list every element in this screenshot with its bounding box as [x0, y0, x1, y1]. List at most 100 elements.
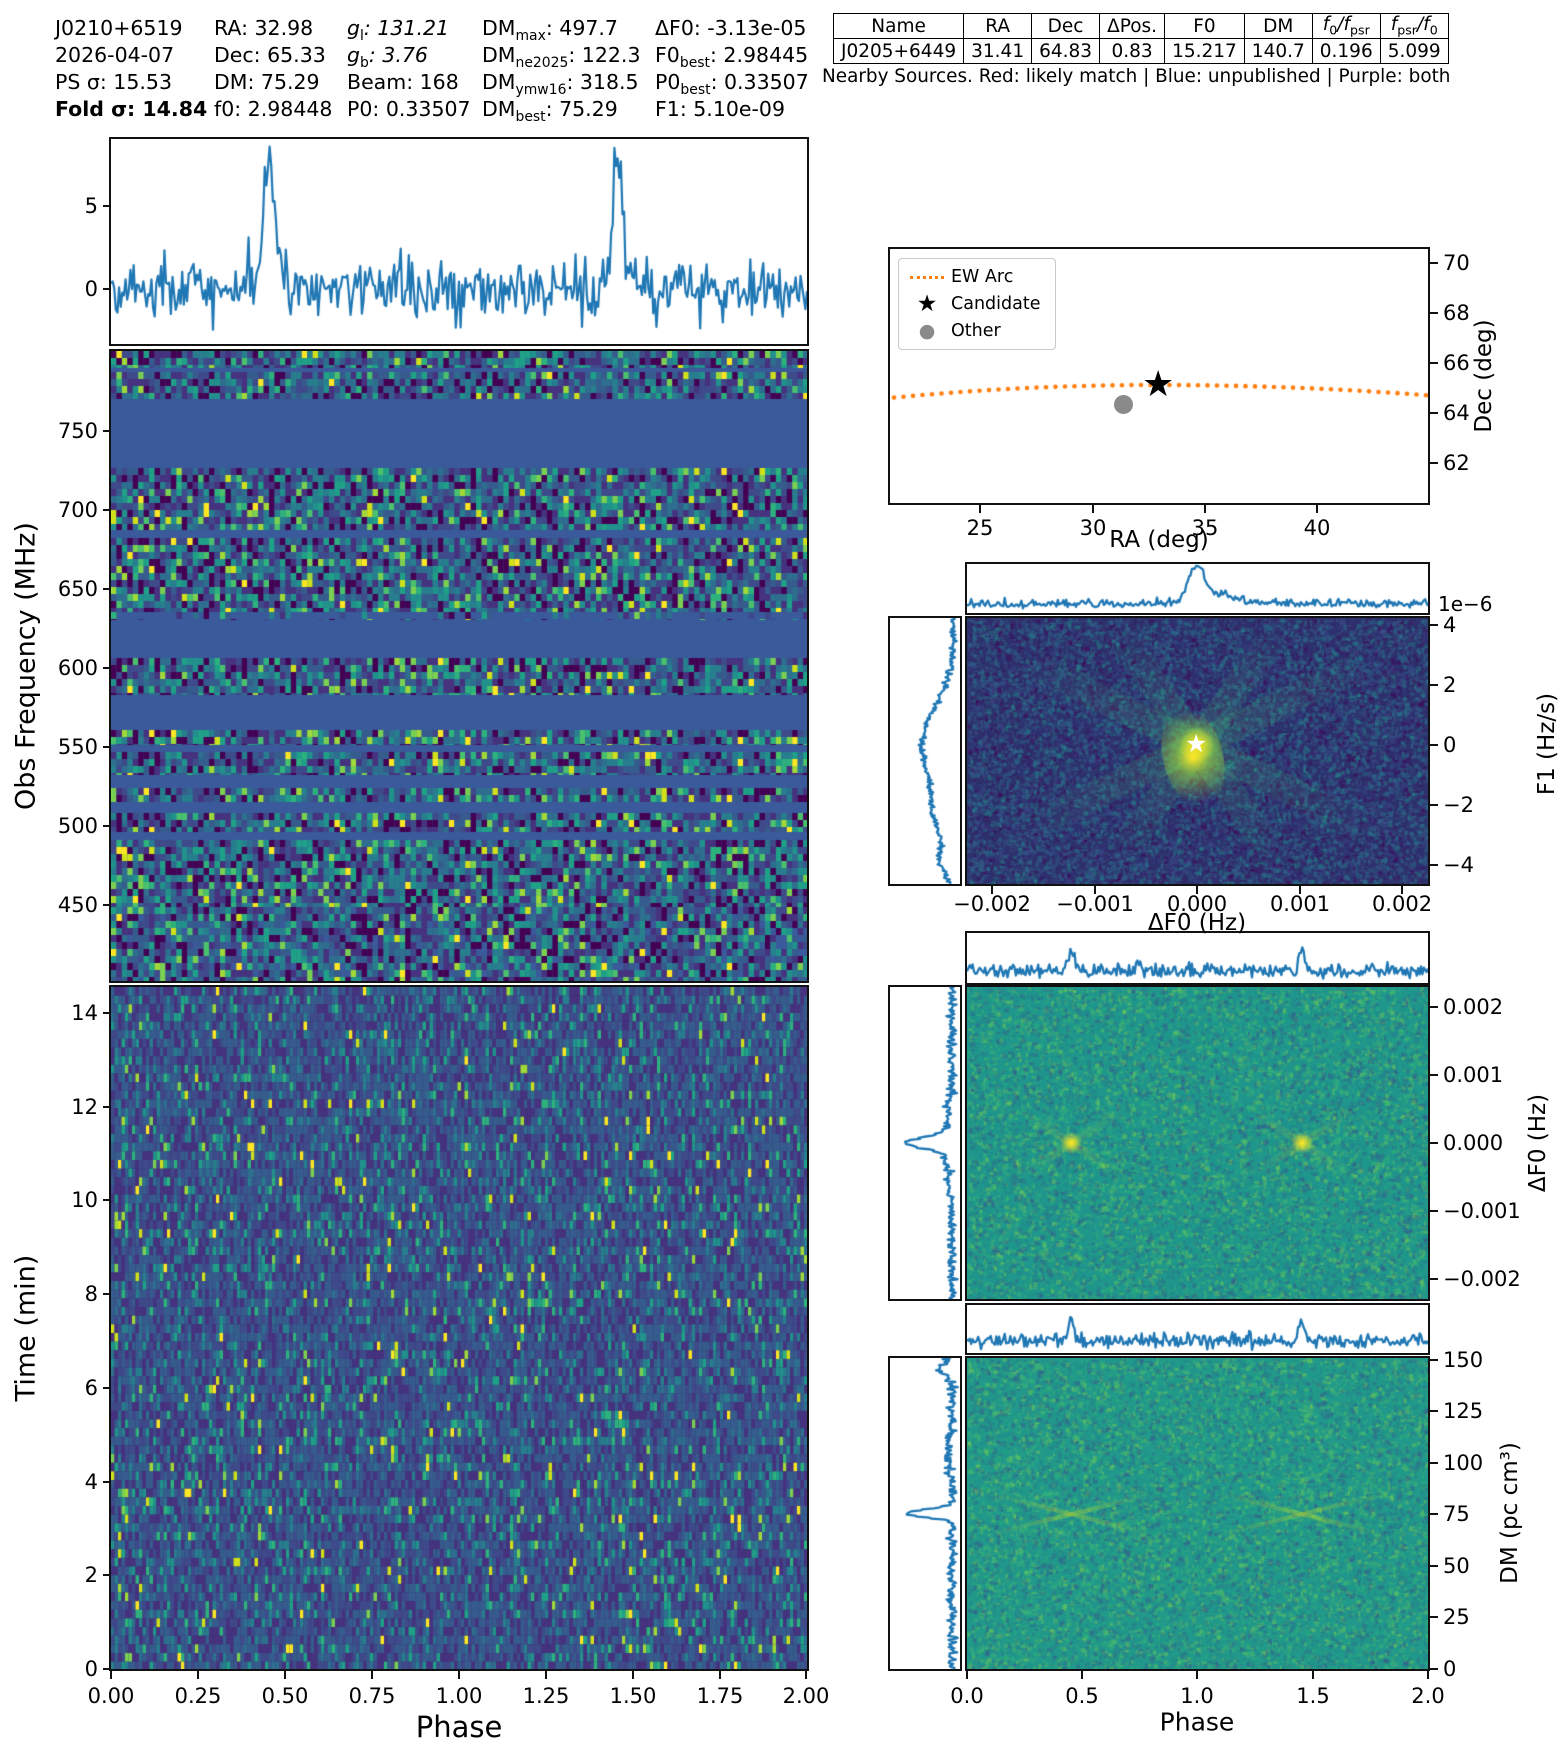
tick-label-dm: 25: [1443, 1605, 1470, 1629]
nearby-sources-caption: Nearby Sources. Red: likely match | Blue…: [822, 66, 1451, 87]
table-column-header: Dec: [1031, 13, 1101, 39]
tick-label-df0-x: 0.002: [1371, 892, 1433, 916]
ra-axis-title: RA (deg): [1109, 527, 1209, 553]
f1-df0-heatmap: [965, 616, 1430, 886]
tick-mark: [103, 825, 111, 828]
summary-field: P0: 0.33507: [347, 97, 471, 121]
tick-label-freq: 650: [57, 577, 98, 601]
tick-mark: [1196, 1671, 1199, 1679]
tick-label-df0-x: 0.001: [1269, 892, 1331, 916]
tick-mark: [103, 1012, 111, 1015]
tick-mark: [103, 288, 111, 291]
tick-mark: [103, 1106, 111, 1109]
table-column-header: ΔPos.: [1099, 13, 1166, 39]
tick-mark: [103, 430, 111, 433]
f1-marginal-profile: [888, 616, 962, 886]
summary-field: ΔF0: -3.13e-05: [655, 16, 807, 40]
tick-label-ra: 40: [1303, 516, 1331, 540]
summary-field: J0210+6519: [55, 16, 183, 40]
summary-field: gb: 3.76: [347, 43, 428, 72]
tick-mark: [1430, 1142, 1438, 1145]
tick-label-phase-right: 1.0: [1180, 1684, 1214, 1708]
tick-mark: [1430, 624, 1438, 627]
tick-label-dm: 125: [1443, 1399, 1484, 1423]
frequency-phase-waterfall: [109, 349, 809, 983]
tick-mark: [103, 667, 111, 670]
phase-profile-dm: [965, 1303, 1430, 1355]
legend-item: ● Other: [907, 318, 1001, 344]
tick-label-time: 6: [84, 1376, 98, 1400]
tick-mark: [1430, 1616, 1438, 1619]
tick-mark: [1401, 886, 1404, 894]
tick-label-phase-left: 1.25: [522, 1684, 570, 1708]
table-cell: 31.41: [963, 38, 1033, 64]
tick-label-dm: 50: [1443, 1554, 1470, 1578]
summary-field: P0best: 0.33507: [655, 70, 809, 99]
tick-label-f1: 2: [1443, 673, 1457, 697]
table-column-header: F0: [1164, 13, 1245, 39]
tick-mark: [1430, 1074, 1438, 1077]
summary-field: DMne2025: 122.3: [482, 43, 641, 72]
tick-label-freq: 750: [57, 419, 98, 443]
tick-mark: [1081, 1671, 1084, 1679]
tick-label-phase-left: 2.00: [782, 1684, 830, 1708]
summary-field: Fold σ: 14.84: [55, 97, 208, 121]
table-cell: J0205+6449: [832, 38, 965, 64]
tick-mark: [545, 1671, 548, 1679]
star-icon: ★: [916, 291, 938, 317]
tick-label-time: 2: [84, 1563, 98, 1587]
tick-mark: [103, 904, 111, 907]
table-cell: 0.196: [1311, 38, 1381, 64]
tick-label-df0-y: −0.001: [1443, 1199, 1521, 1223]
summary-field: f0: 2.98448: [214, 97, 333, 121]
tick-label-time: 4: [84, 1470, 98, 1494]
tick-mark: [103, 746, 111, 749]
tick-mark: [1430, 262, 1438, 265]
dm-side-profile: [888, 1356, 962, 1671]
tick-mark: [103, 1199, 111, 1202]
tick-mark: [103, 588, 111, 591]
tick-mark: [110, 1671, 113, 1679]
tick-mark: [1430, 1513, 1438, 1516]
tick-mark: [103, 509, 111, 512]
tick-mark: [1430, 1668, 1438, 1671]
tick-label-time: 8: [84, 1282, 98, 1306]
tick-label-phase-left: 1.50: [609, 1684, 657, 1708]
phase-axis-title-right: Phase: [1159, 1707, 1235, 1737]
summary-field: Beam: 168: [347, 70, 459, 94]
summary-field: DMmax: 497.7: [482, 16, 618, 45]
table-cell: 140.7: [1243, 38, 1313, 64]
tick-label-freq: 550: [57, 735, 98, 759]
tick-mark: [1430, 744, 1438, 747]
tick-label-ra: 35: [1191, 516, 1219, 540]
tick-label-dec: 64: [1443, 401, 1470, 425]
time-phase-waterfall: [109, 985, 809, 1671]
tick-label-freq: 700: [57, 498, 98, 522]
tick-label-dec: 70: [1443, 251, 1470, 275]
tick-mark: [1196, 886, 1199, 894]
tick-mark: [979, 505, 982, 513]
table-row: J0205+6449 31.41 64.83 0.83 15.217 140.7 0.196…: [832, 38, 1449, 64]
tick-mark: [197, 1671, 200, 1679]
tick-label-df0-x: 0.000: [1166, 892, 1228, 916]
tick-label-dec: 62: [1443, 451, 1470, 475]
table-column-header: fpsr/f0: [1379, 13, 1449, 39]
table-cell: 5.099: [1379, 38, 1449, 64]
tick-mark: [1430, 1006, 1438, 1009]
tick-label-dm: 100: [1443, 1451, 1484, 1475]
tick-mark: [103, 205, 111, 208]
other-source-marker: [1114, 395, 1133, 414]
table-column-header: f0/fpsr: [1311, 13, 1381, 39]
summary-field: DMbest: 75.29: [482, 97, 618, 126]
tick-mark: [1430, 864, 1438, 867]
tick-label-ra: 25: [966, 516, 994, 540]
dm-phase-heatmap: [965, 1356, 1430, 1671]
tick-mark: [1430, 684, 1438, 687]
tick-mark: [632, 1671, 635, 1679]
df0-marginal-profile: [965, 562, 1430, 615]
tick-mark: [1430, 1565, 1438, 1568]
tick-label-freq: 500: [57, 814, 98, 838]
df0-phase-heatmap: [965, 985, 1430, 1301]
table-cell: 64.83: [1031, 38, 1101, 64]
legend-label: Candidate: [951, 294, 1041, 314]
